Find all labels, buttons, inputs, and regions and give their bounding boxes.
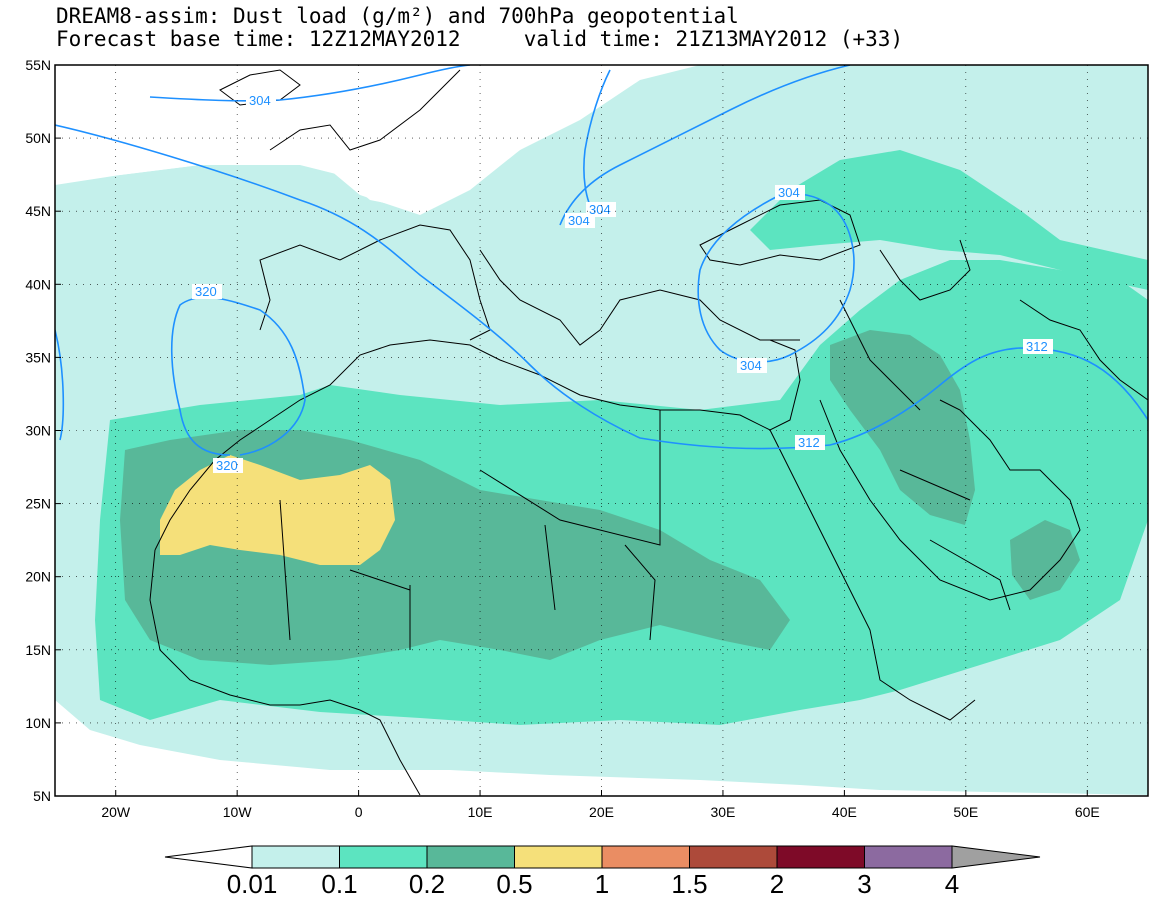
- colorbar-under-arrow: [164, 845, 253, 869]
- longitude-axis: 20W 10W 0 10E 20E 30E 40E 50E 60E: [101, 790, 1100, 820]
- lat-label: 25N: [25, 496, 51, 512]
- lat-label: 15N: [25, 642, 51, 658]
- lon-label: 50E: [953, 804, 978, 820]
- colorbar-swatch: [689, 845, 778, 869]
- colorbar-swatch: [339, 845, 428, 869]
- colorbar-over-arrow: [951, 845, 1041, 869]
- lat-label: 55N: [25, 57, 51, 73]
- colorbar-label: 1: [595, 869, 609, 899]
- contour-label-304d: 304: [778, 185, 800, 200]
- colorbar-label: 0.1: [321, 869, 357, 899]
- colorbar-label: 0.2: [409, 869, 445, 899]
- colorbar-swatch: [601, 845, 690, 869]
- contour-label-304a: 304: [249, 93, 271, 108]
- lon-label: 60E: [1075, 804, 1100, 820]
- lon-label: 20E: [589, 804, 614, 820]
- colorbar-swatch: [776, 845, 865, 869]
- contour-labels: 320 320 304 304 304 304 304 312 312: [192, 93, 1053, 473]
- contour-label-320a: 320: [195, 284, 217, 299]
- lat-label: 35N: [25, 349, 51, 365]
- contour-label-312a: 312: [798, 435, 820, 450]
- colorbar-label: 4: [945, 869, 959, 899]
- lat-label: 30N: [25, 423, 51, 439]
- colorbar-label: 0.5: [496, 869, 532, 899]
- latitude-axis: 5N 10N 15N 20N 25N 30N 35N 40N 45N 50N 55N: [25, 57, 61, 804]
- contour-312-main: [55, 124, 1148, 450]
- colorbar-label: 1.5: [671, 869, 707, 899]
- contour-304-north: [149, 65, 471, 102]
- contour-304-balkans: [559, 65, 851, 226]
- map-title-line1: DREAM8-assim: Dust load (g/m²) and 700hP…: [56, 4, 739, 28]
- contour-312-west: [55, 329, 65, 441]
- contour-label-304c: 304: [589, 202, 611, 217]
- lat-label: 50N: [25, 130, 51, 146]
- lat-label: 40N: [25, 276, 51, 292]
- contour-label-304b: 304: [568, 213, 590, 228]
- dust-region-0.5: [160, 455, 395, 565]
- contour-304-turkey: [697, 193, 855, 363]
- colorbar-swatch: [864, 845, 953, 869]
- colorbar-swatch: [426, 845, 515, 869]
- colorbar-swatch: [514, 845, 603, 869]
- colorbar-label: 0.01: [227, 869, 278, 899]
- lon-label: 40E: [832, 804, 857, 820]
- lat-label: 10N: [25, 715, 51, 731]
- lon-label: 10W: [223, 804, 253, 820]
- lat-label: 5N: [33, 788, 51, 804]
- contour-label-304e: 304: [740, 358, 762, 373]
- colorbar-label: 3: [857, 869, 871, 899]
- graticule: [55, 65, 1148, 796]
- contour-label-312b: 312: [1026, 339, 1048, 354]
- colorbar-swatch: [251, 845, 340, 869]
- map-title-line2: Forecast base time: 12Z12MAY2012 valid t…: [56, 27, 904, 51]
- lon-label: 0: [355, 804, 363, 820]
- contour-label-320b: 320: [216, 458, 238, 473]
- lon-label: 20W: [101, 804, 131, 820]
- lat-label: 45N: [25, 203, 51, 219]
- coastlines: [149, 69, 1148, 796]
- lat-label: 20N: [25, 569, 51, 585]
- contour-304-top: [583, 69, 611, 216]
- lon-label: 30E: [710, 804, 735, 820]
- dust-colorbar: 0.01 0.1 0.2 0.5 1 1.5 2 3 4: [164, 845, 1041, 899]
- colorbar-label: 2: [770, 869, 784, 899]
- lon-label: 10E: [468, 804, 493, 820]
